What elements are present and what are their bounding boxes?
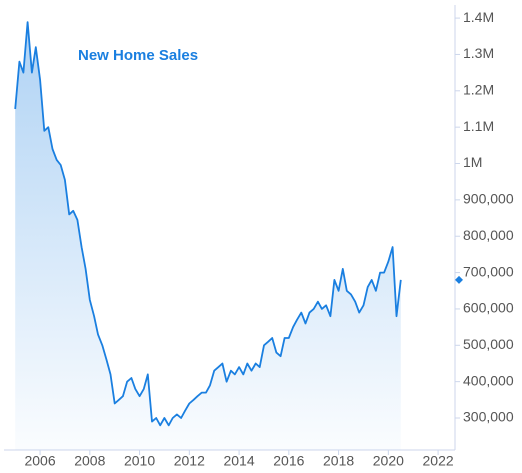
y-tick-label: 700,000: [463, 263, 514, 279]
y-tick-label: 800,000: [463, 227, 514, 243]
chart-title: New Home Sales: [78, 47, 198, 64]
x-tick-label: 2018: [323, 453, 354, 468]
x-tick-label: 2022: [423, 453, 454, 468]
x-tick-label: 2006: [24, 453, 55, 468]
y-tick-label: 1.2M: [463, 82, 494, 98]
x-tick-label: 2012: [174, 453, 205, 468]
y-tick-label: 500,000: [463, 336, 514, 352]
x-tick-label: 2008: [74, 453, 105, 468]
x-tick-label: 2010: [124, 453, 155, 468]
x-tick-label: 2014: [223, 453, 254, 468]
line: [14, 21, 402, 427]
y-tick-label: 900,000: [463, 191, 514, 207]
x-tick-label: 2020: [373, 453, 404, 468]
y-tick-label: 600,000: [463, 300, 514, 316]
y-tick-label: 1.1M: [463, 118, 494, 134]
x-tick-label: 2016: [273, 453, 304, 468]
y-tick-label: 1.4M: [463, 9, 494, 25]
y-tick-label: 1.3M: [463, 45, 494, 61]
y-tick-label: 400,000: [463, 372, 514, 388]
area-fill: [15, 22, 401, 450]
y-tick-label: 1M: [463, 154, 482, 170]
y-tick-label: 300,000: [463, 409, 514, 425]
last-value-marker: [455, 275, 463, 284]
